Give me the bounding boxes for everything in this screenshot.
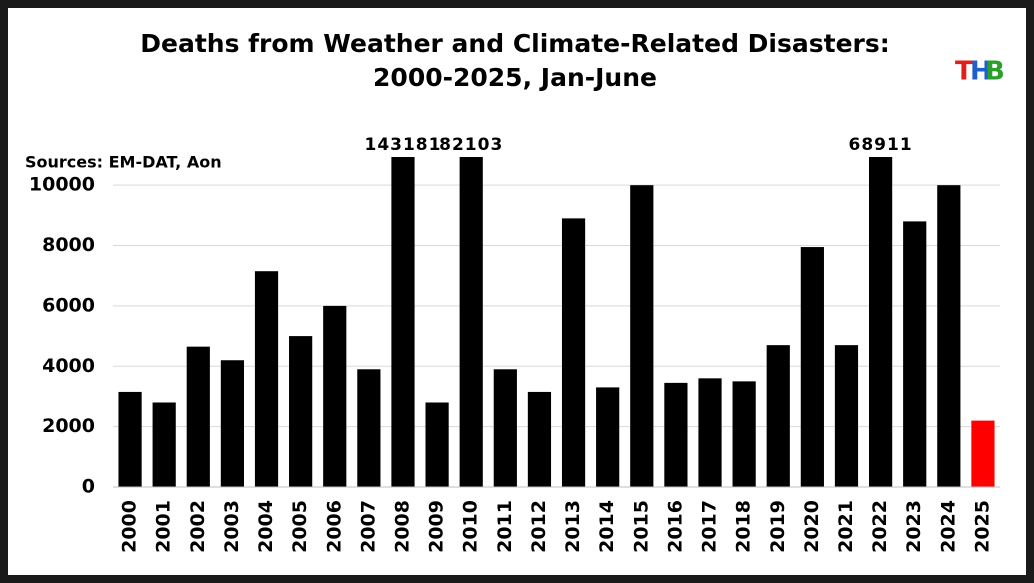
bar <box>630 185 654 487</box>
x-tick-label: 2016 <box>664 500 686 553</box>
x-tick-label: 2014 <box>596 500 618 553</box>
bar <box>732 381 756 487</box>
bar <box>561 218 586 487</box>
x-tick-label: 2012 <box>528 500 550 553</box>
bar <box>664 382 688 487</box>
bar <box>186 346 210 487</box>
x-tick-label: 2023 <box>903 500 925 553</box>
bar <box>800 247 824 487</box>
source-note: Sources: EM-DAT, Aon <box>25 153 222 172</box>
x-tick-label: 2024 <box>937 500 959 553</box>
bar <box>834 345 859 487</box>
bar <box>220 360 245 487</box>
x-tick-label: 2015 <box>630 500 652 553</box>
y-tick-label: 0 <box>82 476 95 498</box>
bar <box>459 157 483 487</box>
logo-letter: B <box>985 57 1005 87</box>
x-tick-label: 2025 <box>971 500 993 553</box>
x-tick-label: 2007 <box>357 500 379 553</box>
chart-title: 2000-2025, Jan-June <box>373 63 657 92</box>
x-tick-label: 2006 <box>323 500 345 553</box>
bar <box>527 391 552 487</box>
x-tick-label: 2011 <box>494 500 516 553</box>
x-tick-label: 2001 <box>153 500 175 553</box>
bar <box>254 271 279 487</box>
chart-title: Deaths from Weather and Climate-Related … <box>140 29 889 58</box>
bar-group <box>118 157 995 488</box>
logo-letter: T <box>955 57 973 87</box>
bar <box>425 402 449 487</box>
x-tick-label: 2003 <box>221 500 243 553</box>
x-tick-label: 2004 <box>255 500 277 553</box>
value-label: 82103 <box>439 135 503 155</box>
x-tick-label: 2020 <box>801 500 823 553</box>
bar <box>596 387 620 487</box>
x-tick-label: 2018 <box>733 500 755 553</box>
value-label: 143181 <box>364 135 441 155</box>
bar <box>357 369 381 487</box>
x-tick-label: 2010 <box>460 500 482 553</box>
y-tick-label: 6000 <box>42 294 95 316</box>
y-tick-label: 10000 <box>29 174 95 196</box>
bar <box>391 157 415 487</box>
bar <box>971 420 995 487</box>
bar <box>118 391 142 487</box>
bar <box>152 402 176 487</box>
x-tick-label: 2021 <box>835 500 857 553</box>
y-tick-label: 4000 <box>42 355 95 377</box>
value-label: 68911 <box>849 135 913 155</box>
x-tick-label: 2008 <box>391 500 413 553</box>
bar <box>323 305 347 487</box>
x-tick-label: 2017 <box>699 500 721 553</box>
logo-letter: H <box>970 57 992 87</box>
bar <box>766 345 790 487</box>
y-tick-label: 8000 <box>42 234 95 256</box>
x-tick-label: 2002 <box>187 500 209 553</box>
x-tick-label: 2005 <box>289 500 311 553</box>
x-tick-label: 2022 <box>869 500 891 553</box>
x-tick-label: 2000 <box>119 500 141 553</box>
bar <box>868 157 893 488</box>
bar <box>698 378 722 487</box>
x-tick-label: 2019 <box>767 500 789 553</box>
y-tick-label: 2000 <box>42 415 95 437</box>
bar <box>493 369 517 487</box>
x-tick-label: 2013 <box>562 500 584 553</box>
bar <box>289 336 313 487</box>
x-tick-label: 2009 <box>426 500 448 553</box>
bar <box>903 221 927 487</box>
bar <box>937 185 961 487</box>
